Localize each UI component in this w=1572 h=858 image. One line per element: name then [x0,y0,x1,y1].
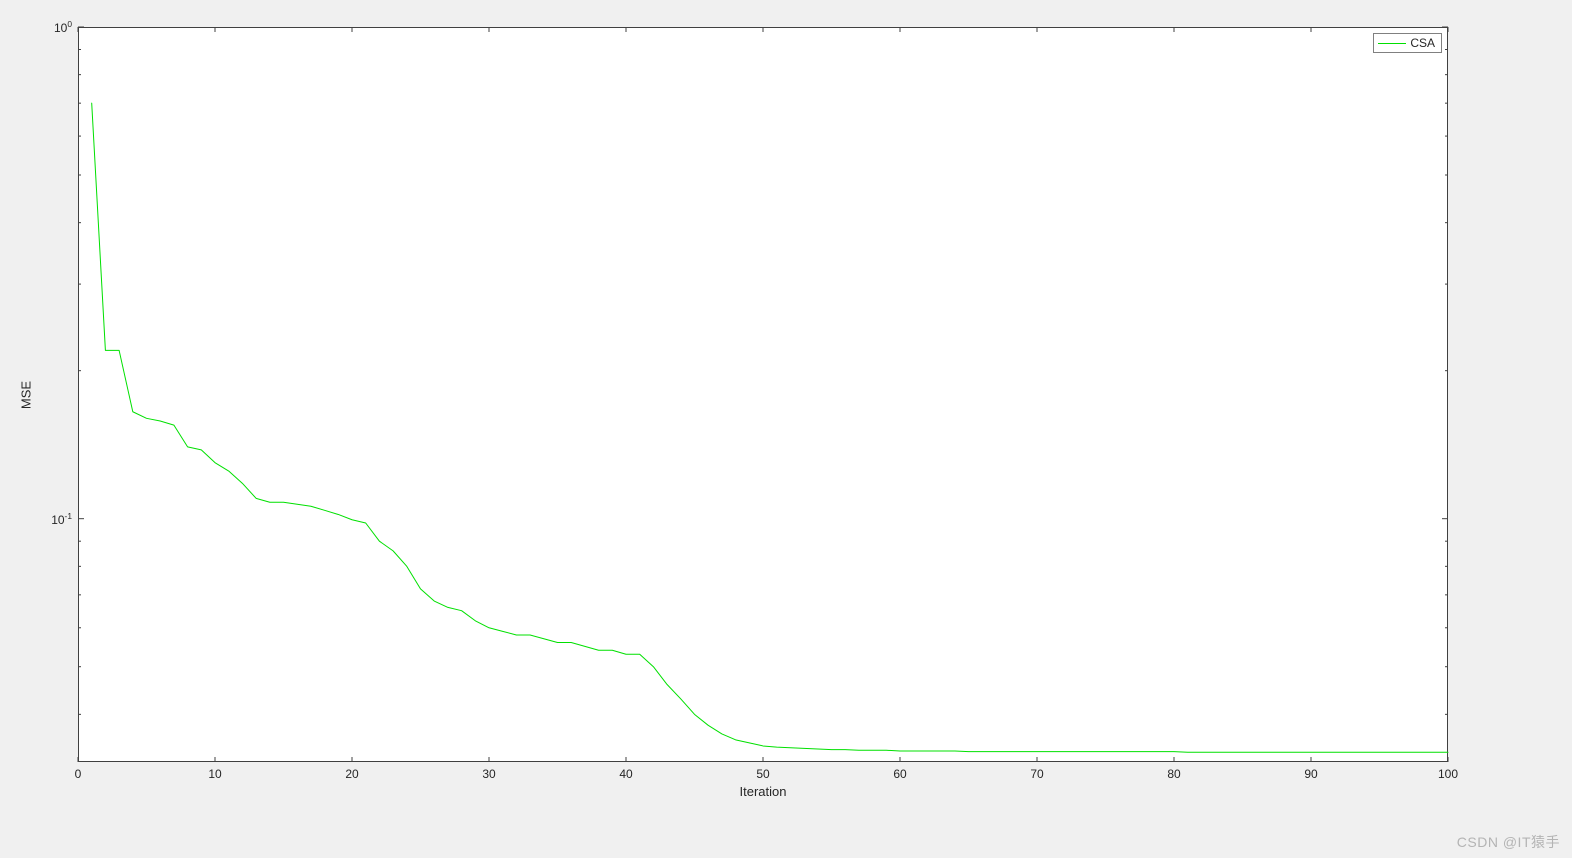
x-tick-label: 90 [1304,767,1317,781]
y-tick-label: 100 [54,19,72,35]
legend: CSA [1373,33,1442,53]
series-line-csa [92,103,1448,752]
y-axis-label: MSE [19,380,34,408]
legend-swatch [1378,43,1406,44]
x-tick-label: 70 [1030,767,1043,781]
y-tick-label: 10-1 [51,511,72,527]
x-tick-label: 60 [893,767,906,781]
watermark: CSDN @IT猿手 [1457,832,1560,852]
ticks [78,27,1448,762]
chart-svg [0,0,1572,858]
x-tick-label: 10 [208,767,221,781]
x-tick-label: 50 [756,767,769,781]
legend-label: CSA [1410,36,1435,50]
figure: 0 10 20 30 40 50 60 70 80 90 100 10-1 100 Iteration MS… [0,0,1572,858]
x-tick-label: 0 [75,767,82,781]
x-tick-label: 30 [482,767,495,781]
x-tick-label: 20 [345,767,358,781]
x-tick-label: 100 [1438,767,1458,781]
x-tick-label: 40 [619,767,632,781]
x-axis-label: Iteration [740,784,787,799]
x-tick-label: 80 [1167,767,1180,781]
